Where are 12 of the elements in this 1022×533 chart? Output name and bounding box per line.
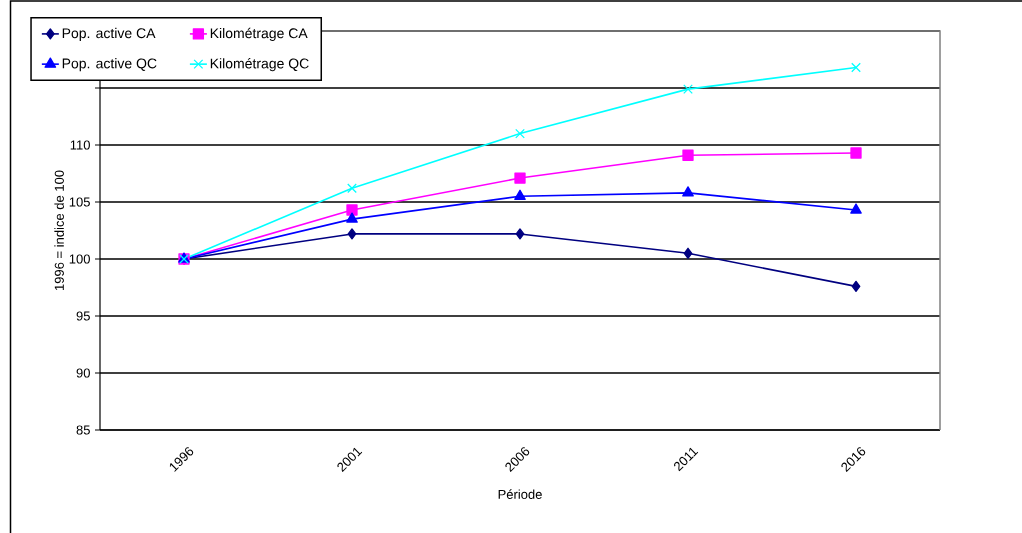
- legend-label: Pop. active CA: [62, 27, 156, 41]
- y-tick-label: 95: [76, 311, 90, 321]
- legend-label: Kilométrage CA: [210, 27, 308, 41]
- legend-label: Pop. active QC: [62, 58, 157, 72]
- y-tick-label: 105: [69, 197, 90, 207]
- x-axis-title: Période: [498, 489, 542, 499]
- y-tick-label: 85: [76, 425, 90, 435]
- y-tick-label: 90: [76, 368, 90, 378]
- y-axis-title: 1996 = indice de 100: [54, 170, 64, 291]
- y-tick-label: 110: [70, 140, 90, 150]
- legend-label: Kilométrage QC: [210, 58, 309, 72]
- y-tick-label: 100: [69, 254, 90, 264]
